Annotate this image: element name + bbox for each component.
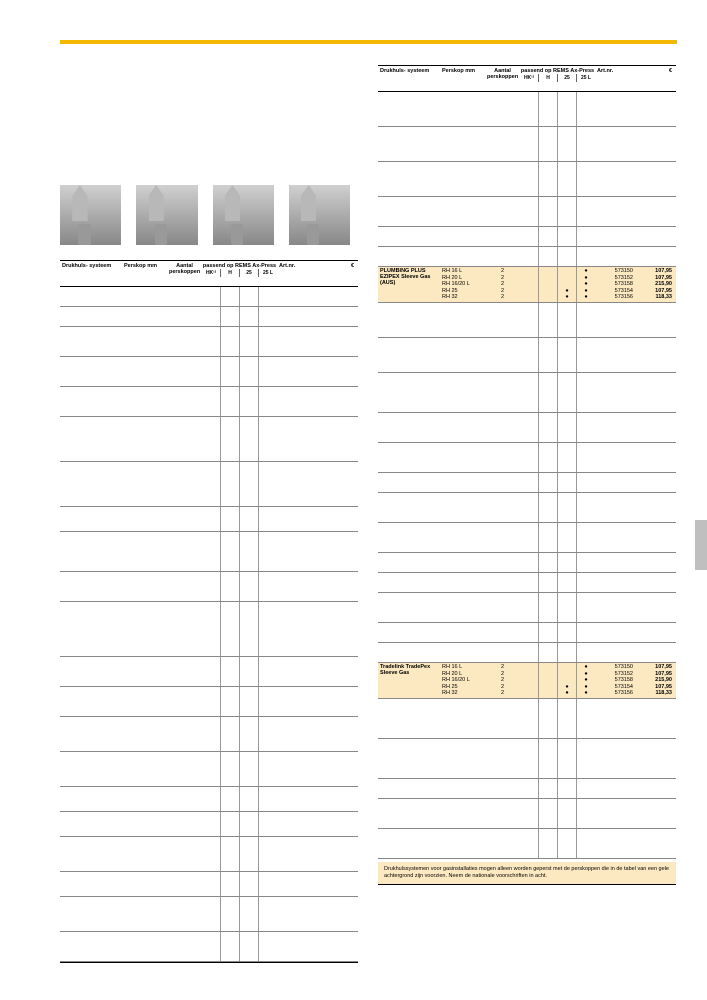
tool-image-2: [136, 185, 197, 245]
table-row: [60, 327, 358, 357]
table-row: [60, 787, 358, 812]
table-row: [378, 197, 676, 227]
col-artnr: Art.nr.: [595, 66, 635, 91]
table-row: [60, 287, 358, 307]
table-row: [60, 462, 358, 507]
tool-image-1: [60, 185, 121, 245]
table-row: [378, 473, 676, 493]
product-images: [60, 165, 350, 245]
col-perskop: Perskop mm: [122, 261, 167, 286]
table-row: [378, 162, 676, 197]
left-table-header: Drukhuls- systeem Perskop mm Aantal pers…: [60, 261, 358, 287]
tool-image-3: [213, 185, 274, 245]
col-artnr: Art.nr.: [277, 261, 317, 286]
table-row: [60, 507, 358, 532]
right-table-body: PLUMBING PLUS EZIPEX Sleeve Gas (AUS)RH …: [378, 92, 676, 859]
table-row-highlight: PLUMBING PLUS EZIPEX Sleeve Gas (AUS)RH …: [378, 267, 676, 303]
table-row: [378, 303, 676, 338]
table-row: [60, 572, 358, 602]
table-row: [60, 417, 358, 462]
table-row: [378, 573, 676, 593]
table-row: [378, 643, 676, 663]
table-row: [378, 373, 676, 413]
col-system: Drukhuls- systeem: [60, 261, 122, 286]
col-passend: passend op REMS Ax-Press HK¹⁾ H 25 25 L: [202, 261, 277, 286]
table-row: [378, 127, 676, 162]
table-row: [60, 812, 358, 837]
table-row: [378, 739, 676, 779]
col-aantal: Aantal perskoppen: [167, 261, 202, 286]
table-row: [60, 752, 358, 787]
table-row: [60, 532, 358, 572]
table-row: [378, 623, 676, 643]
table-row-highlight: Tradelink TradePex Sleeve GasRH 16 LRH 2…: [378, 663, 676, 699]
table-row: [60, 307, 358, 327]
col-price: €: [635, 66, 675, 91]
table-row: [378, 247, 676, 267]
left-table-body: [60, 287, 358, 962]
left-table: Drukhuls- systeem Perskop mm Aantal pers…: [60, 260, 358, 963]
gas-note: Drukhulssystemen voor gasinstallaties mo…: [378, 862, 676, 884]
table-row: [378, 338, 676, 373]
col-perskop: Perskop mm: [440, 66, 485, 91]
table-row: [60, 687, 358, 717]
table-row: [60, 657, 358, 687]
right-table: Drukhuls- systeem Perskop mm Aantal pers…: [378, 65, 676, 885]
col-price: €: [317, 261, 357, 286]
tool-image-4: [289, 185, 350, 245]
table-row: [378, 829, 676, 859]
table-row: [60, 897, 358, 932]
table-row: [378, 523, 676, 553]
table-row: [60, 932, 358, 962]
table-row: [378, 493, 676, 523]
table-row: [378, 443, 676, 473]
table-row: [60, 872, 358, 897]
table-row: [60, 387, 358, 417]
table-row: [378, 699, 676, 739]
col-system: Drukhuls- systeem: [378, 66, 440, 91]
table-row: [60, 602, 358, 657]
table-row: [60, 717, 358, 752]
table-row: [60, 837, 358, 872]
table-row: [378, 553, 676, 573]
side-tab: [695, 520, 707, 570]
table-row: [378, 799, 676, 829]
table-row: [378, 593, 676, 623]
header-bar: [60, 40, 677, 44]
table-row: [378, 92, 676, 127]
table-row: [378, 227, 676, 247]
col-passend: passend op REMS Ax-Press HK¹⁾ H 25 25 L: [520, 66, 595, 91]
table-row: [378, 779, 676, 799]
table-row: [378, 413, 676, 443]
right-table-header: Drukhuls- systeem Perskop mm Aantal pers…: [378, 66, 676, 92]
col-aantal: Aantal perskoppen: [485, 66, 520, 91]
table-row: [60, 357, 358, 387]
